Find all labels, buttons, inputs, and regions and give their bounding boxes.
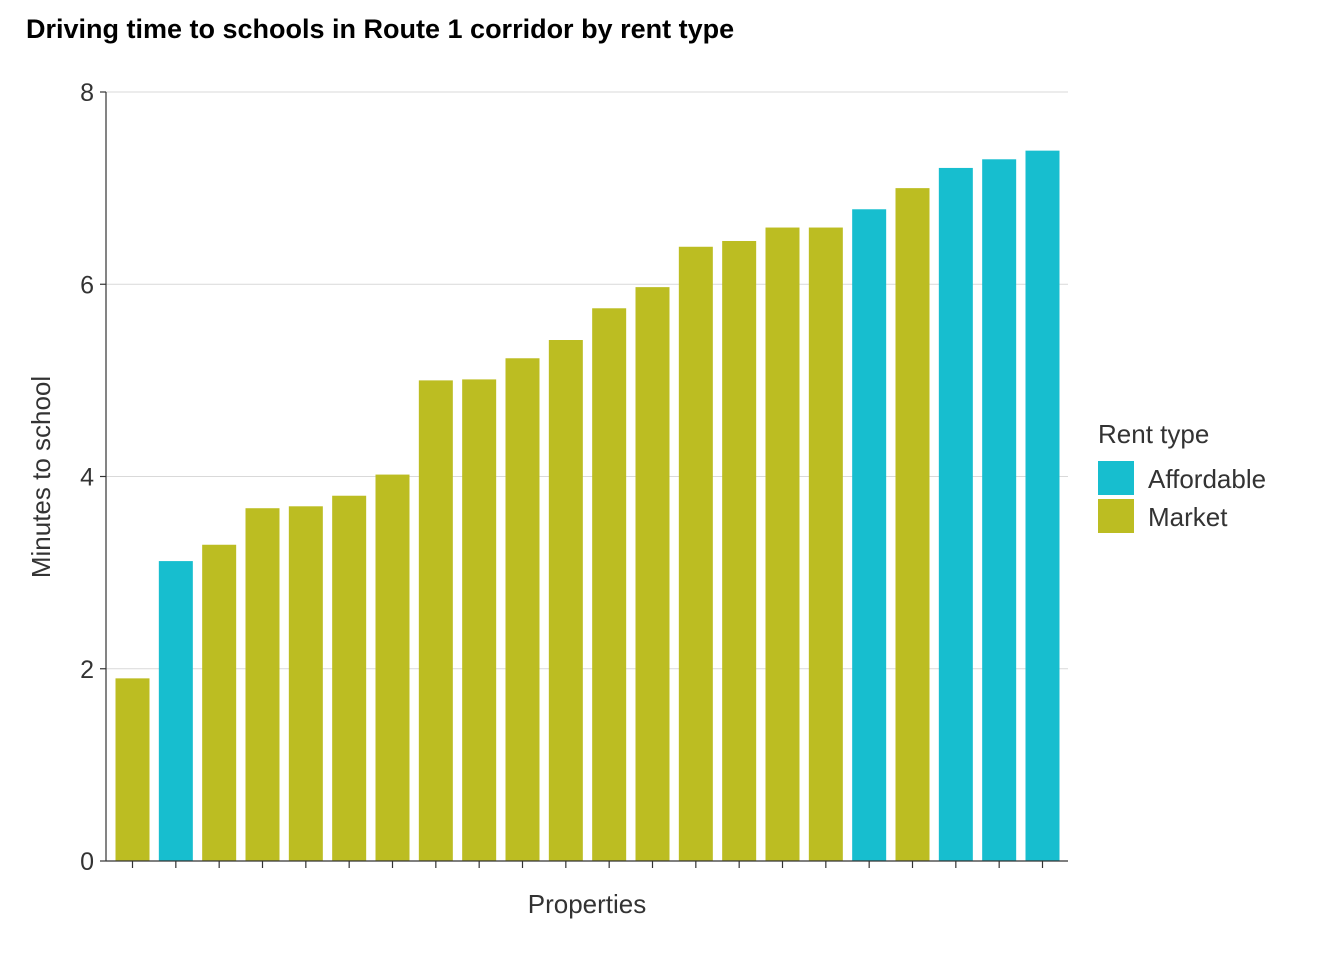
bar-market — [678, 246, 713, 861]
bar-affordable — [1025, 150, 1060, 861]
bar-market — [245, 508, 280, 861]
bar-market — [548, 340, 583, 861]
legend: Rent type Affordable Market — [1098, 419, 1266, 533]
bar-market — [202, 544, 237, 861]
bar-market — [462, 379, 497, 861]
bars — [115, 150, 1060, 862]
bar-affordable — [982, 159, 1017, 862]
legend-swatch-affordable — [1098, 461, 1134, 495]
bar-market — [592, 308, 627, 861]
x-axis-label: Properties — [528, 889, 647, 919]
legend-label-affordable: Affordable — [1148, 464, 1266, 494]
bar-market — [418, 380, 453, 862]
bar-affordable — [158, 561, 193, 861]
y-tick-label: 4 — [80, 464, 94, 492]
bar-affordable — [852, 209, 887, 861]
y-tick-label: 6 — [80, 271, 94, 299]
bar-affordable — [938, 167, 973, 861]
bar-market — [505, 358, 540, 861]
bar-market — [722, 240, 757, 862]
legend-swatch-market — [1098, 499, 1134, 533]
bar-market — [288, 506, 323, 861]
bar-market — [808, 227, 843, 862]
y-tick-label: 8 — [80, 79, 94, 107]
legend-title: Rent type — [1098, 419, 1209, 449]
bar-market — [765, 227, 800, 862]
y-axis-label: Minutes to school — [26, 376, 56, 578]
y-axis-ticks: 0 2 4 6 8 — [80, 79, 106, 876]
y-tick-label: 0 — [80, 848, 94, 876]
legend-label-market: Market — [1148, 502, 1228, 532]
bar-market — [895, 188, 930, 862]
y-tick-label: 2 — [80, 656, 94, 684]
bar-market — [635, 287, 670, 861]
bar-market — [375, 474, 410, 861]
chart-title: Driving time to schools in Route 1 corri… — [26, 14, 734, 44]
bar-market — [115, 678, 150, 861]
x-axis-ticks — [131, 861, 1044, 868]
bar-market — [332, 495, 367, 861]
